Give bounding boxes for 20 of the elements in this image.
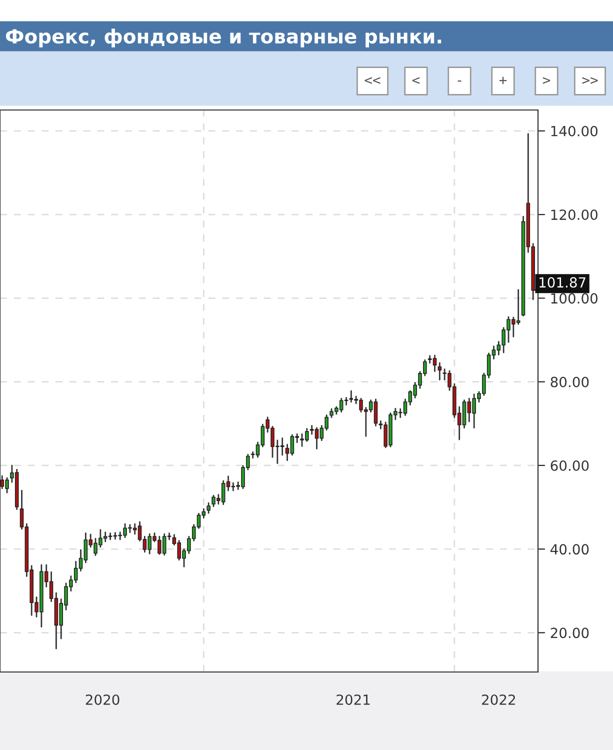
text: >> — [582, 77, 598, 84]
text: > — [542, 77, 550, 84]
text: - — [458, 80, 462, 82]
x-tick-label: 2021 — [336, 694, 370, 705]
x-tick-label: 2020 — [86, 694, 120, 705]
y-tick-label: 60.00 — [550, 460, 589, 471]
text: < — [412, 77, 420, 84]
y-tick-label: 40.00 — [550, 544, 589, 555]
text: << — [364, 77, 380, 84]
candlestick — [438, 362, 442, 380]
x-tick-label: 2022 — [482, 694, 515, 705]
text: + — [499, 76, 507, 84]
y-tick-label: 100.00 — [551, 293, 598, 304]
candlestick — [206, 502, 210, 514]
annotation: 101.87 — [540, 277, 586, 288]
y-tick-label: 120.00 — [551, 210, 598, 220]
y-tick-label: 20.00 — [550, 628, 589, 638]
y-tick-label: 80.00 — [550, 376, 589, 388]
chart-title: Форекс, фондовые и товарные рынки. — [6, 28, 442, 48]
y-tick-label: 140.00 — [551, 126, 598, 136]
